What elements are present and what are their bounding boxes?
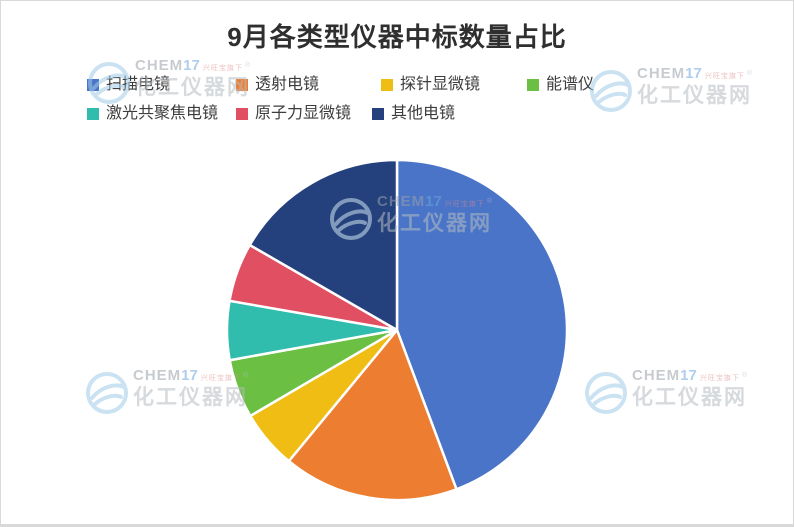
pie-chart-area: [207, 140, 587, 520]
legend-item-qita[interactable]: 其他电镜: [372, 106, 455, 122]
watermark-brand: CHEM: [637, 65, 686, 82]
pie-slice-扫描电镜[interactable]: [395, 158, 569, 491]
legend-label: 透射电镜: [255, 76, 320, 93]
legend-item-nengpuyi[interactable]: 能谱仪: [527, 77, 594, 93]
registered-mark: ®: [244, 62, 251, 69]
legend-swatch-icon: [236, 108, 248, 120]
legend-item-toushe[interactable]: 透射电镜: [236, 77, 319, 93]
pie-slice-透射电镜[interactable]: [287, 328, 458, 502]
watermark-brand: CHEM: [133, 367, 182, 384]
legend-swatch-icon: [236, 79, 248, 91]
pie-chart: [225, 158, 569, 502]
watermark-site-name: 化工仪器网: [632, 386, 747, 409]
watermark-brand: CHEM: [632, 367, 681, 384]
legend-item-jiguang[interactable]: 激光共聚焦电镜: [87, 106, 218, 122]
chem17-logo-icon: [86, 372, 128, 414]
watermark-site-name: 化工仪器网: [637, 84, 752, 107]
legend-item-saomiao[interactable]: 扫描电镜: [87, 77, 170, 93]
registered-mark: ®: [746, 70, 753, 77]
legend-label: 原子力显微镜: [255, 105, 352, 122]
chem17-watermark: CHEM 17 兴旺宝旗下 ® 化工仪器网: [589, 65, 753, 113]
registered-mark: ®: [741, 372, 748, 379]
chem17-logo-icon: [585, 372, 627, 414]
legend-swatch-icon: [87, 108, 99, 120]
legend-label: 能谱仪: [546, 76, 595, 93]
legend-label: 激光共聚焦电镜: [106, 105, 219, 122]
watermark-tagline: 兴旺宝旗下: [699, 375, 740, 382]
chart-title: 9月各类型仪器中标数量占比: [227, 22, 567, 52]
chem17-watermark: CHEM 17 兴旺宝旗下 ® 化工仪器网: [584, 367, 748, 415]
legend-swatch-icon: [87, 79, 99, 91]
legend-label: 探针显微镜: [400, 76, 481, 93]
legend-swatch-icon: [381, 79, 393, 91]
watermark-brand: CHEM: [135, 57, 184, 74]
legend-swatch-icon: [372, 108, 384, 120]
legend-label: 其他电镜: [391, 105, 456, 122]
legend-label: 扫描电镜: [106, 76, 171, 93]
legend-item-tanzhen[interactable]: 探针显微镜: [381, 77, 480, 93]
legend-swatch-icon: [527, 79, 539, 91]
legend-item-yuanzili[interactable]: 原子力显微镜: [236, 106, 351, 122]
chem17-logo-icon: [590, 70, 632, 112]
watermark-tagline: 兴旺宝旗下: [202, 65, 243, 72]
watermark-tagline: 兴旺宝旗下: [704, 73, 745, 80]
